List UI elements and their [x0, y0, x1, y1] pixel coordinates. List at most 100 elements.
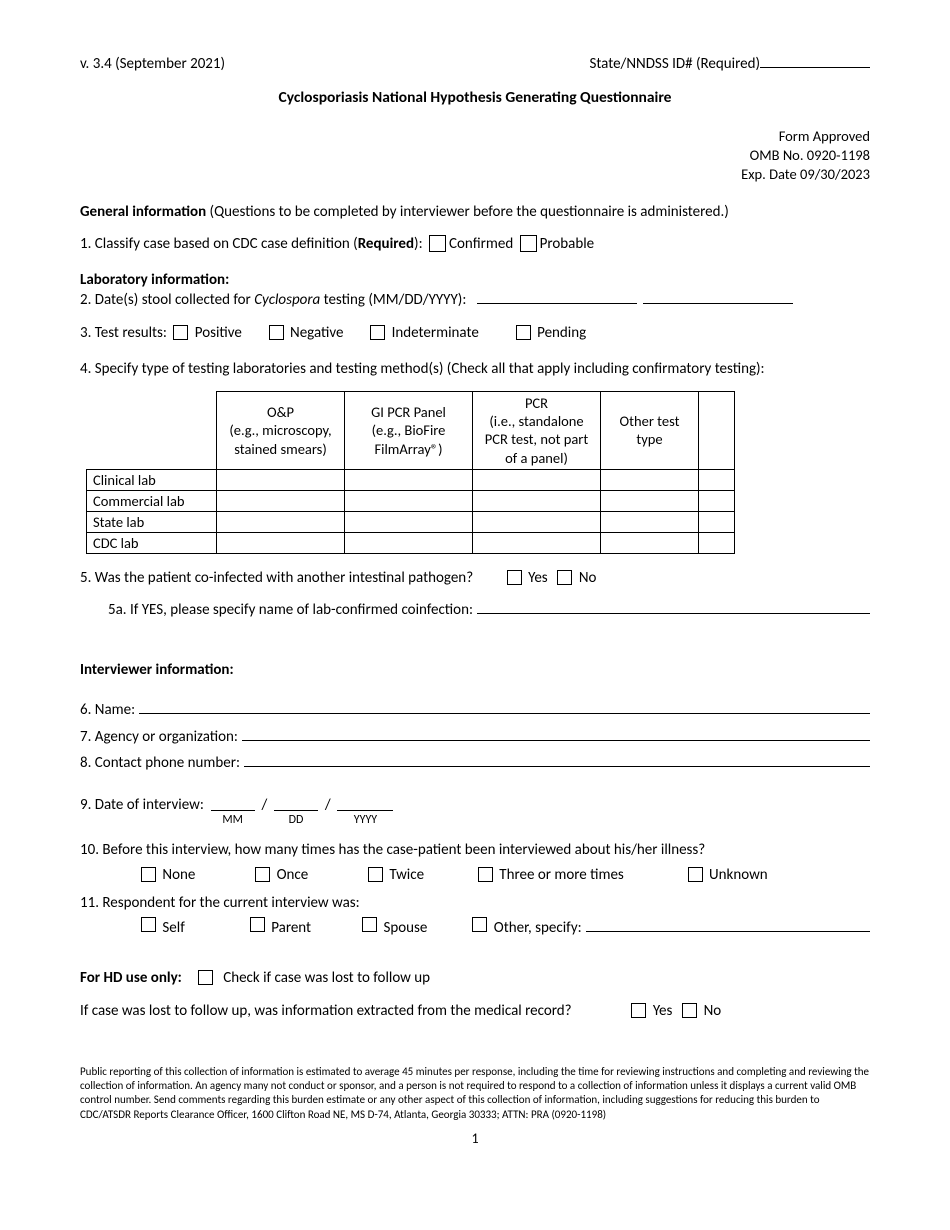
cell-clinical-pcr[interactable]: [473, 469, 601, 490]
q9-line: 9. Date of interview: MM / DD / YYYY: [80, 795, 870, 828]
cell-clinical-gi[interactable]: [345, 469, 473, 490]
q5-yes-label: Yes: [528, 569, 548, 587]
col-pcr-l2: (i.e., standalone: [479, 412, 594, 430]
q10-unknown-label: Unknown: [709, 866, 768, 884]
q7-line: 7. Agency or organization:: [80, 727, 870, 747]
col-pcr-l1: PCR: [479, 394, 594, 412]
q3-label: 3. Test results:: [80, 324, 167, 342]
q2-italic: Cyclospora: [254, 291, 320, 309]
hd-yes-label: Yes: [653, 1002, 673, 1020]
checkbox-q11-spouse[interactable]: [362, 917, 377, 932]
q9-mm-input[interactable]: [211, 795, 255, 811]
cell-commercial-pcr[interactable]: [473, 490, 601, 511]
q11-other-input[interactable]: [586, 931, 870, 932]
checkbox-q11-other[interactable]: [472, 917, 487, 932]
q1-line: 1. Classify case based on CDC case defin…: [80, 234, 870, 254]
interviewer-heading: Interviewer information:: [80, 660, 870, 680]
q9-yyyy-label: YYYY: [337, 812, 393, 828]
q9-dd-label: DD: [274, 812, 318, 828]
q10-once-label: Once: [277, 866, 309, 884]
q10-none-label: None: [162, 866, 195, 884]
lab-info-heading: Laboratory information:: [80, 271, 229, 289]
q5-line: 5. Was the patient co-infected with anot…: [80, 568, 870, 588]
checkbox-positive[interactable]: [173, 325, 188, 340]
q10-twice-label: Twice: [389, 866, 424, 884]
state-id-label: State/NNDSS ID# (Required): [589, 54, 870, 74]
col-pcr-l4: of a panel): [479, 449, 594, 467]
cell-clinical-other[interactable]: [601, 469, 699, 490]
form-approved-text: Form Approved: [80, 127, 870, 146]
cell-commercial-extra[interactable]: [699, 490, 735, 511]
cell-cdc-pcr[interactable]: [473, 532, 601, 553]
checkbox-hd-no[interactable]: [682, 1003, 697, 1018]
omb-no-text: OMB No. 0920-1198: [80, 146, 870, 165]
header-row: v. 3.4 (September 2021) State/NNDSS ID# …: [80, 54, 870, 74]
hd-q-lost-label: If case was lost to follow up, was infor…: [80, 1002, 572, 1020]
cell-commercial-op[interactable]: [217, 490, 345, 511]
checkbox-q10-twice[interactable]: [368, 867, 383, 882]
hd-line1: For HD use only: Check if case was lost …: [80, 968, 870, 988]
cell-state-extra[interactable]: [699, 511, 735, 532]
page-number: 1: [80, 1130, 870, 1149]
checkbox-q10-unknown[interactable]: [688, 867, 703, 882]
q9-dd-input[interactable]: [274, 795, 318, 811]
checkbox-confirmed[interactable]: [429, 235, 446, 252]
q4-label: 4. Specify type of testing laboratories …: [80, 359, 870, 379]
checkbox-q11-parent[interactable]: [250, 917, 265, 932]
checkbox-q11-self[interactable]: [141, 917, 156, 932]
q6-label: 6. Name:: [80, 700, 135, 720]
q9-yyyy-input[interactable]: [337, 795, 393, 811]
q3-pending-label: Pending: [537, 324, 586, 342]
checkbox-indeterminate[interactable]: [370, 325, 385, 340]
cell-cdc-gi[interactable]: [345, 532, 473, 553]
cell-state-gi[interactable]: [345, 511, 473, 532]
q8-line: 8. Contact phone number:: [80, 753, 870, 773]
form-title: Cyclosporiasis National Hypothesis Gener…: [80, 88, 870, 109]
col-op-l1: O&P: [223, 403, 338, 421]
cell-clinical-op[interactable]: [217, 469, 345, 490]
q10-label: 10. Before this interview, how many time…: [80, 840, 870, 860]
checkbox-negative[interactable]: [269, 325, 284, 340]
q2-date1-input[interactable]: [477, 303, 637, 304]
cell-cdc-op[interactable]: [217, 532, 345, 553]
q3-indeterminate-label: Indeterminate: [392, 324, 479, 342]
checkbox-hd-yes[interactable]: [631, 1003, 646, 1018]
general-info-heading: General information: [80, 203, 206, 221]
q3-line: 3. Test results: Positive Negative Indet…: [80, 323, 870, 343]
checkbox-probable[interactable]: [520, 235, 537, 252]
q8-input[interactable]: [244, 766, 870, 767]
q5a-input[interactable]: [477, 613, 870, 614]
cell-clinical-extra[interactable]: [699, 469, 735, 490]
checkbox-lost-followup[interactable]: [198, 970, 213, 985]
q3-positive-label: Positive: [195, 324, 242, 342]
q7-input[interactable]: [242, 740, 870, 741]
col-gi-l2: (e.g., BioFire: [351, 421, 466, 439]
row-state: State lab: [87, 511, 217, 532]
checkbox-q10-three[interactable]: [478, 867, 493, 882]
cell-cdc-other[interactable]: [601, 532, 699, 553]
checkbox-q10-none[interactable]: [141, 867, 156, 882]
checkbox-q10-once[interactable]: [255, 867, 270, 882]
q9-mm-label: MM: [211, 812, 255, 828]
q2-prefix: 2. Date(s) stool collected for: [80, 291, 254, 309]
checkbox-pending[interactable]: [516, 325, 531, 340]
q2-date2-input[interactable]: [643, 303, 793, 304]
hd-heading: For HD use only:: [80, 969, 182, 987]
cell-state-other[interactable]: [601, 511, 699, 532]
checkbox-q5-yes[interactable]: [507, 570, 522, 585]
q1-prefix: 1. Classify case based on CDC case defin…: [80, 235, 358, 253]
version-label: v. 3.4 (September 2021): [80, 54, 225, 74]
checkbox-q5-no[interactable]: [557, 570, 572, 585]
general-info-suffix: (Questions to be completed by interviewe…: [206, 203, 729, 221]
cell-cdc-extra[interactable]: [699, 532, 735, 553]
q6-input[interactable]: [139, 713, 870, 714]
q5-no-label: No: [579, 569, 597, 587]
row-clinical: Clinical lab: [87, 469, 217, 490]
q8-label: 8. Contact phone number:: [80, 753, 240, 773]
cell-state-op[interactable]: [217, 511, 345, 532]
cell-commercial-gi[interactable]: [345, 490, 473, 511]
cell-state-pcr[interactable]: [473, 511, 601, 532]
cell-commercial-other[interactable]: [601, 490, 699, 511]
col-pcr-l3: PCR test, not part: [479, 430, 594, 448]
hd-line2: If case was lost to follow up, was infor…: [80, 1001, 870, 1021]
